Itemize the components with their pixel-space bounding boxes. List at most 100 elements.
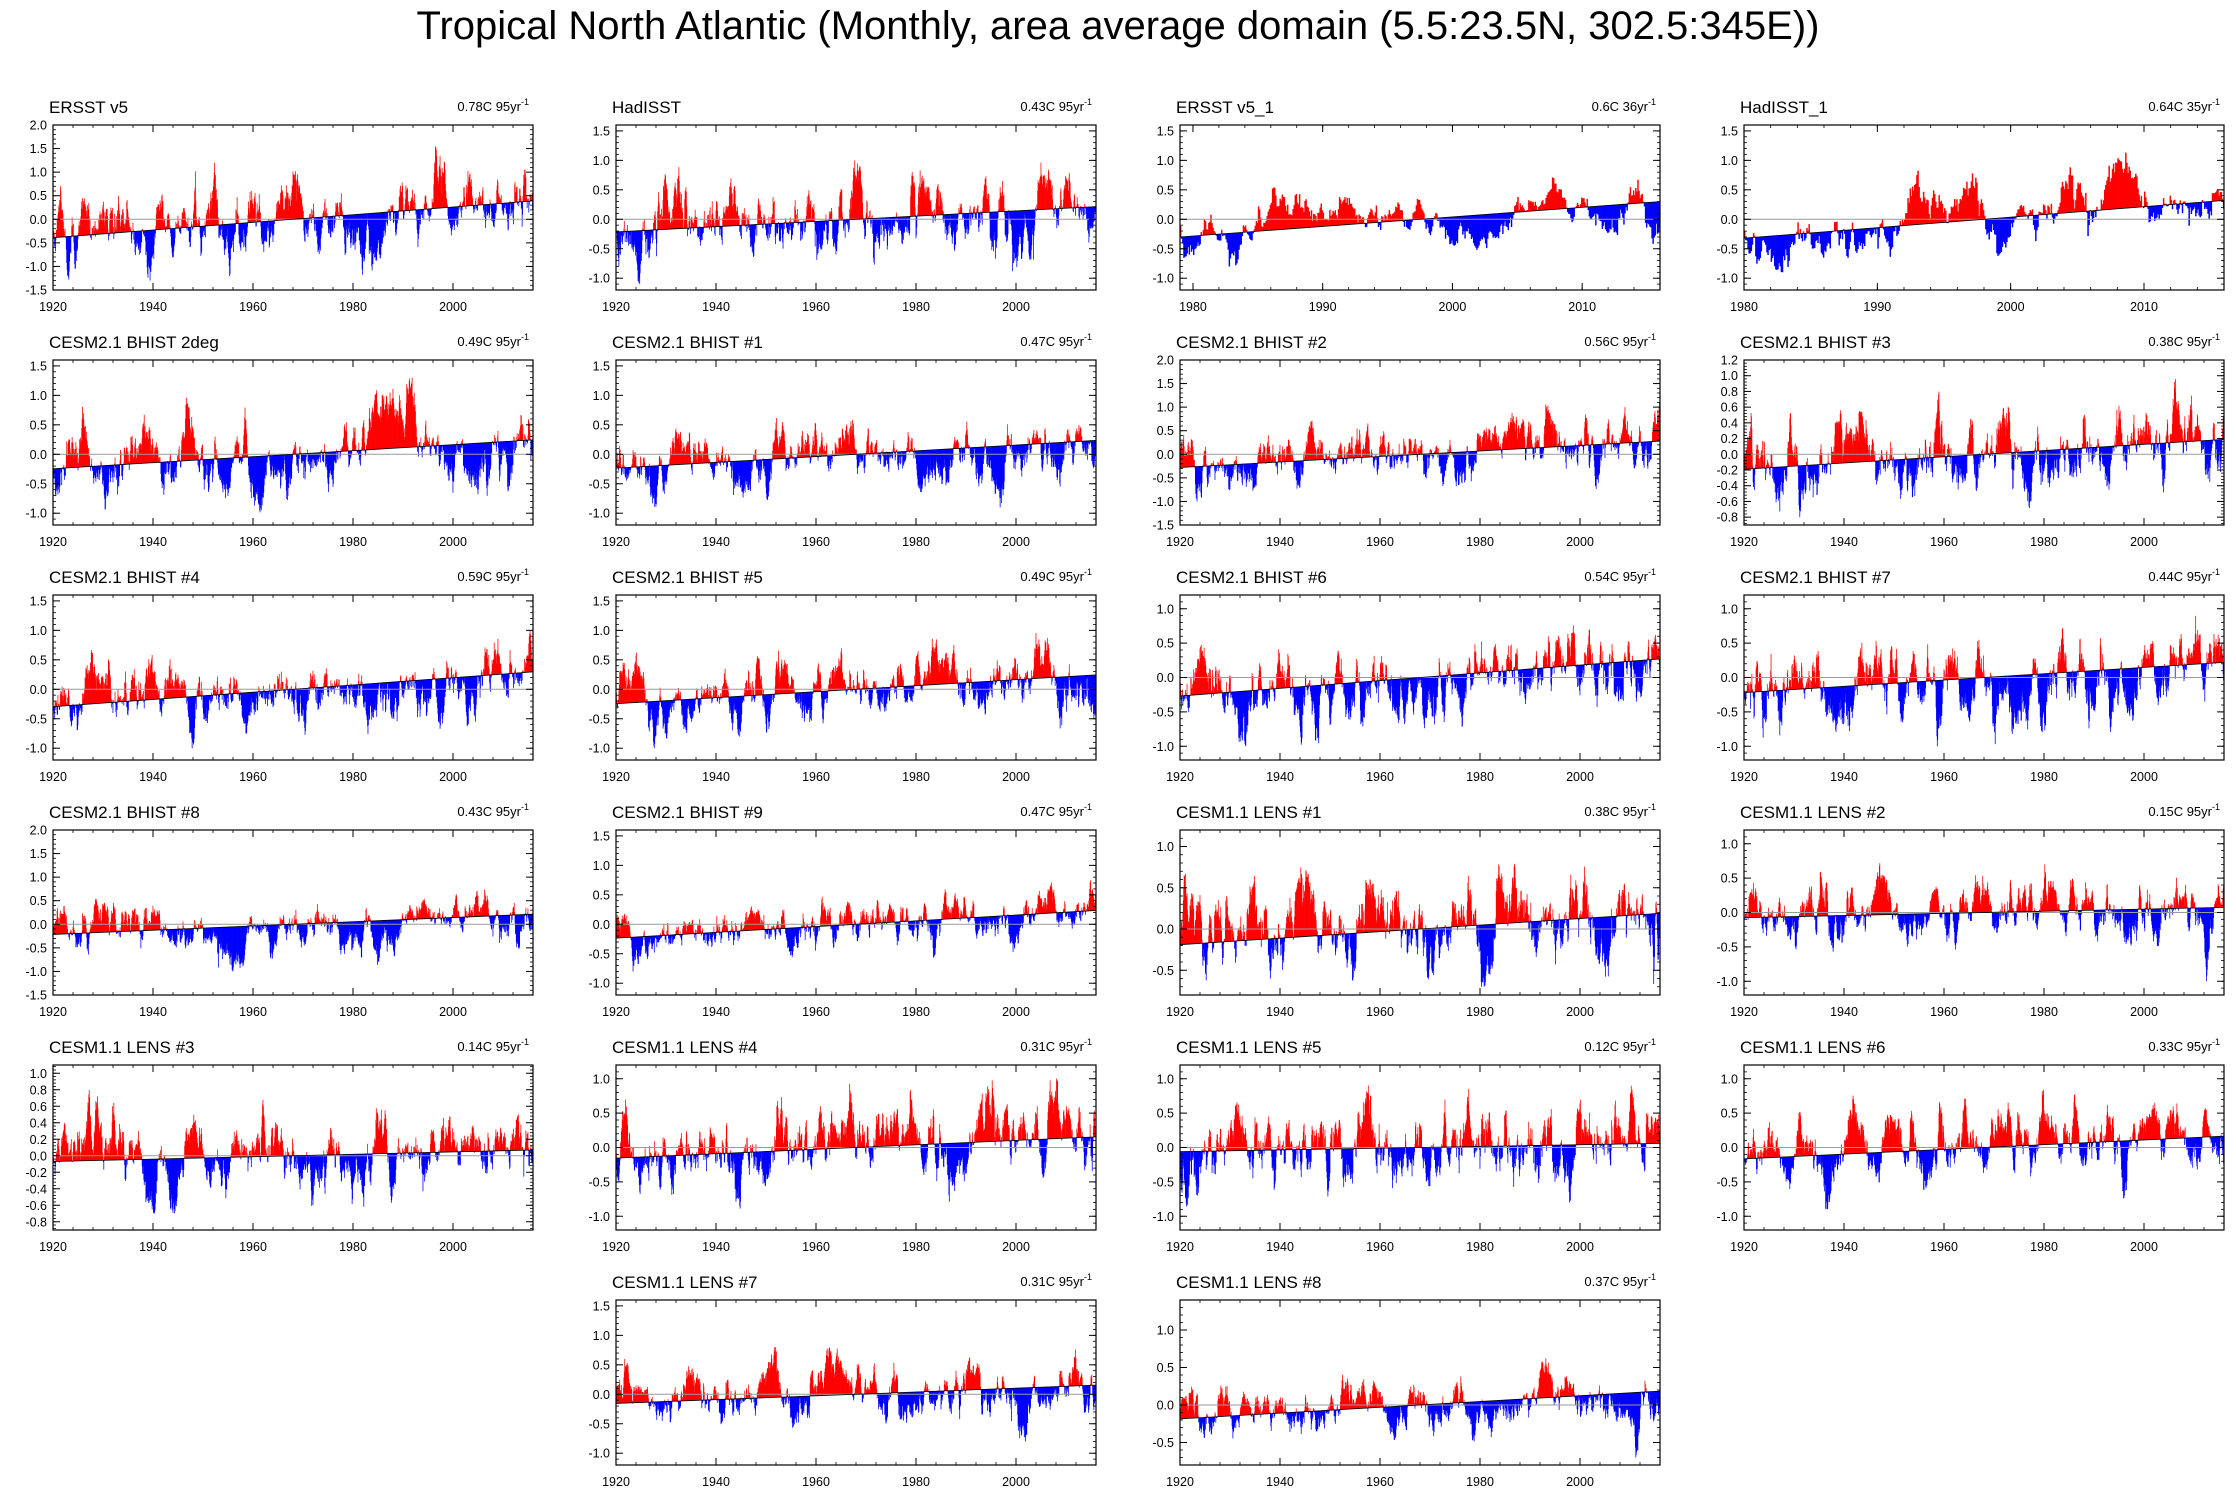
x-tick-label: 1940 — [139, 300, 167, 314]
negative-bar — [78, 467, 79, 470]
positive-bar — [636, 457, 637, 467]
positive-bar — [744, 216, 745, 225]
positive-bar — [358, 443, 359, 451]
positive-bar — [462, 439, 463, 444]
positive-bar — [702, 452, 703, 464]
positive-bar — [2096, 207, 2097, 211]
positive-bar — [326, 208, 327, 216]
negative-bar — [100, 466, 101, 470]
negative-bar — [849, 220, 850, 230]
negative-bar — [625, 231, 626, 242]
negative-bar — [404, 211, 405, 215]
negative-bar — [1894, 226, 1895, 231]
panel: HadISST_1 0.64C 35yr-1-1.0-0.50.00.51.01.… — [1716, 97, 2224, 314]
positive-bar — [63, 465, 64, 468]
negative-bar — [1626, 204, 1627, 211]
positive-bar — [168, 215, 169, 229]
negative-bar — [771, 224, 772, 227]
negative-bar — [626, 231, 627, 242]
negative-bar — [717, 462, 718, 466]
positive-bar — [2146, 202, 2147, 207]
positive-bar — [307, 449, 308, 453]
negative-bar — [496, 204, 497, 211]
positive-bar — [389, 209, 390, 212]
positive-bar — [525, 437, 526, 440]
y-tick-label: 1.0 — [593, 154, 610, 168]
negative-bar — [242, 457, 243, 461]
anomaly-bars — [53, 378, 533, 513]
trend-label: 0.47C 95yr-1 — [1020, 332, 1092, 349]
negative-bar — [741, 225, 742, 239]
positive-bar — [896, 213, 897, 218]
positive-bar — [943, 211, 944, 214]
positive-bar — [644, 462, 645, 466]
positive-bar — [313, 211, 314, 218]
positive-bar — [1808, 224, 1809, 233]
positive-bar — [746, 215, 747, 225]
negative-bar — [71, 236, 72, 253]
negative-bar — [256, 222, 257, 226]
positive-bar — [325, 211, 326, 217]
negative-bar — [2046, 214, 2047, 218]
positive-bar — [423, 443, 424, 446]
negative-bar — [1805, 233, 1806, 238]
negative-bar — [720, 462, 721, 466]
negative-bar — [456, 444, 457, 452]
negative-bar — [653, 230, 654, 240]
positive-bar — [978, 205, 979, 213]
x-tick-label: 1920 — [39, 535, 67, 549]
panel: CESM2.1 BHIST 2deg 0.49C 95yr-1-1.0-0.50.… — [25, 332, 533, 549]
negative-bar — [496, 442, 497, 447]
anomaly-bars — [616, 418, 1096, 507]
negative-bar — [166, 462, 167, 473]
positive-bar — [1882, 219, 1883, 227]
negative-bar — [723, 462, 724, 465]
negative-bar — [436, 446, 437, 455]
negative-bar — [1073, 208, 1074, 212]
negative-bar — [108, 465, 109, 482]
negative-bar — [1794, 234, 1795, 244]
positive-bar — [238, 443, 239, 458]
y-tick-label: -1.0 — [588, 272, 610, 286]
negative-bar — [241, 457, 242, 461]
positive-bar — [826, 214, 827, 220]
y-tick-label: 1.0 — [1721, 154, 1738, 168]
negative-bar — [141, 231, 142, 243]
negative-bar — [722, 226, 723, 244]
negative-bar — [198, 460, 199, 465]
positive-bar — [63, 229, 64, 237]
negative-bar — [393, 212, 394, 222]
positive-bar — [683, 219, 684, 228]
negative-bar — [768, 224, 769, 235]
trend-label: 0.43C 95yr-1 — [1020, 97, 1092, 114]
positive-bar — [460, 202, 461, 206]
positive-bar — [726, 458, 727, 461]
negative-bar — [949, 214, 950, 223]
negative-bar — [436, 446, 437, 452]
positive-bar — [348, 447, 349, 451]
positive-bar — [129, 227, 130, 232]
negative-bar — [656, 230, 657, 244]
negative-bar — [458, 207, 459, 214]
positive-bar — [438, 441, 439, 446]
positive-bar — [2180, 200, 2181, 203]
positive-bar — [708, 455, 709, 463]
positive-bar — [238, 216, 239, 223]
negative-bar — [1054, 209, 1055, 214]
y-tick-label: -1.5 — [25, 284, 47, 298]
negative-bar — [78, 236, 79, 240]
negative-bar — [274, 221, 275, 224]
negative-bar — [2037, 215, 2038, 227]
positive-bar — [974, 206, 975, 213]
negative-bar — [832, 456, 833, 462]
negative-bar — [108, 233, 109, 240]
positive-bar — [364, 443, 365, 450]
negative-bar — [176, 461, 177, 466]
negative-bar — [726, 462, 727, 472]
positive-bar — [797, 209, 798, 222]
positive-bar — [426, 203, 427, 209]
positive-bar — [216, 455, 217, 459]
negative-bar — [714, 462, 715, 474]
y-tick-label: -1.0 — [1716, 272, 1738, 286]
x-tick-label: 2000 — [1997, 300, 2025, 314]
